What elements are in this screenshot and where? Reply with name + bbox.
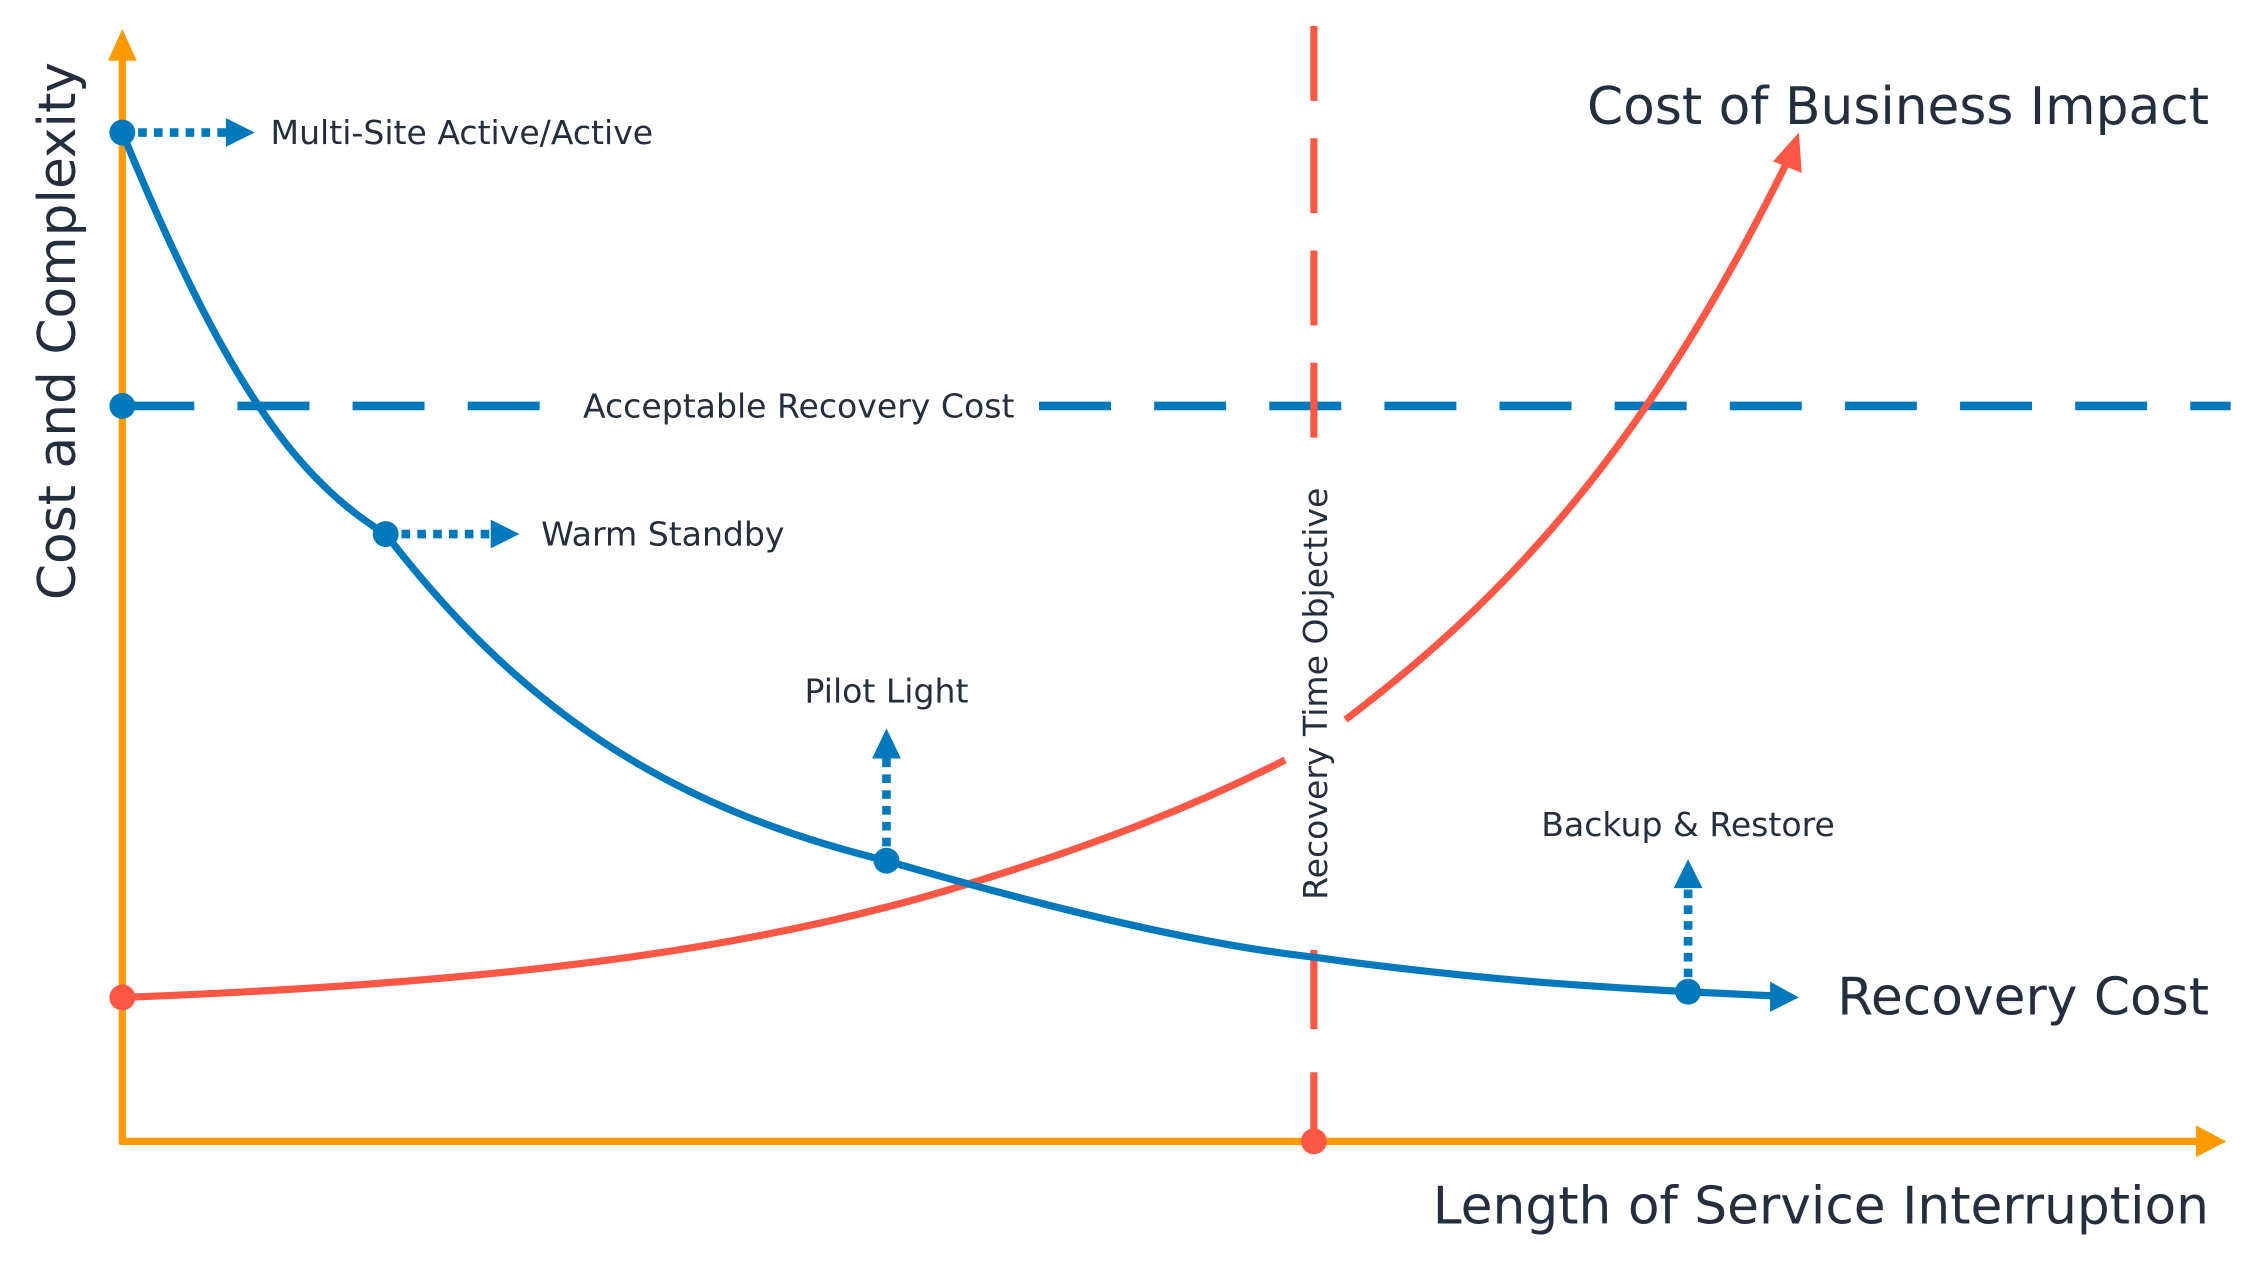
strategy-warm-standby: Warm Standby	[372, 515, 784, 554]
recovery-cost-label: Recovery Cost	[1837, 968, 2209, 1028]
warm-standby-label: Warm Standby	[541, 515, 784, 554]
business-impact-label: Cost of Business Impact	[1587, 77, 2209, 137]
backup-restore-label: Backup & Restore	[1541, 805, 1835, 844]
arrow-right-icon	[225, 118, 255, 147]
strategy-backup-restore: Backup & Restore	[1541, 805, 1835, 1005]
recovery-cost-curve	[118, 131, 1799, 1012]
recovery-cost-arrow-icon	[1770, 981, 1799, 1012]
x-axis-arrow-icon	[2196, 1125, 2227, 1158]
y-axis-label: Cost and Complexity	[28, 62, 88, 600]
strategy-multi-site: Multi-Site Active/Active	[109, 113, 653, 152]
y-axis-arrow-icon	[107, 28, 137, 61]
rto-line	[1300, 26, 1327, 1155]
multi-site-label: Multi-Site Active/Active	[271, 113, 654, 152]
business-impact-curve	[109, 132, 1802, 1011]
arrow-up-icon	[1673, 859, 1703, 889]
business-impact-arrow-icon	[1772, 132, 1802, 173]
strategy-pilot-light: Pilot Light	[805, 671, 969, 874]
x-axis	[119, 1125, 2227, 1158]
arrow-up-icon	[872, 728, 901, 759]
pilot-light-label: Pilot Light	[805, 671, 969, 710]
arrow-right-icon	[490, 519, 520, 549]
x-axis-label: Length of Service Interruption	[1433, 1176, 2209, 1236]
y-axis	[107, 28, 137, 1145]
acceptable-recovery-cost-line	[109, 393, 2231, 419]
rto-label: Recovery Time Objective	[1296, 488, 1335, 900]
acceptable-recovery-cost-label: Acceptable Recovery Cost	[583, 386, 1015, 425]
